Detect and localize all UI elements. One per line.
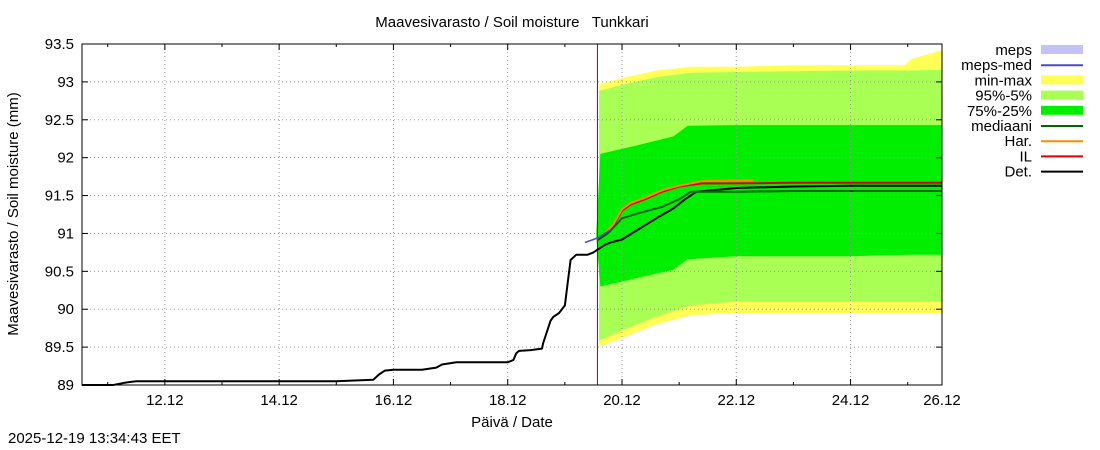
y-tick-label: 91.5 <box>45 188 74 205</box>
legend-swatch-75%-25% <box>1041 105 1083 115</box>
y-tick-label: 90.5 <box>45 263 74 280</box>
axes: 89 89.5 90 90.5 91 91.5 92 92.5 93 93.5 12.12 14.12… <box>45 36 961 409</box>
legend: mepsmeps-medmin-max95%-5%75%-25%mediaani… <box>961 42 1083 181</box>
y-tick-label: 92.5 <box>45 112 74 129</box>
legend-label-meps-med: meps-med <box>961 57 1032 74</box>
legend-label-min-max: min-max <box>974 72 1032 89</box>
legend-label-IL: IL <box>1019 148 1032 165</box>
legend-label-Har.: Har. <box>1004 133 1032 150</box>
y-tick-label: 91 <box>57 225 74 242</box>
x-tick-label: 12.12 <box>146 392 184 409</box>
timestamp-footer: 2025-12-19 13:34:43 EET <box>8 430 181 447</box>
y-tick-label: 89.5 <box>45 339 74 356</box>
legend-label-95%-5%: 95%-5% <box>975 88 1032 105</box>
chart-title: Maavesivarasto / Soil moisture Tunkkari <box>375 14 648 31</box>
series-lines <box>82 44 942 386</box>
x-tick-label: 14.12 <box>260 392 298 409</box>
y-tick-label: 92 <box>57 150 74 167</box>
plot-frame <box>81 43 943 386</box>
band-75%-25% <box>596 125 942 287</box>
x-axis-label: Päivä / Date <box>471 414 553 431</box>
legend-label-75%-25%: 75%-25% <box>967 103 1032 120</box>
legend-label-meps: meps <box>995 42 1032 59</box>
series-Har. <box>596 179 754 242</box>
forecast-bands <box>596 50 942 348</box>
legend-swatch-95%-5% <box>1041 90 1083 100</box>
x-tick-label: 22.12 <box>718 392 756 409</box>
x-tick-label: 20.12 <box>603 392 641 409</box>
y-axis-label: Maavesivarasto / Soil moisture (mm) <box>5 92 22 335</box>
series-IL <box>596 181 942 242</box>
series-mediaani <box>596 190 942 242</box>
grid <box>82 44 942 385</box>
y-tick-label: 93.5 <box>45 36 74 53</box>
y-tick-label: 93 <box>57 74 74 91</box>
series-Det. <box>82 184 942 386</box>
series-meps-med <box>584 229 612 244</box>
legend-label-Det.: Det. <box>1004 164 1032 181</box>
legend-swatch-meps <box>1041 45 1083 54</box>
y-tick-label: 89 <box>57 377 74 394</box>
legend-swatch-min-max <box>1041 75 1083 85</box>
x-tick-label: 16.12 <box>375 392 413 409</box>
x-tick-label: 18.12 <box>489 392 527 409</box>
legend-label-mediaani: mediaani <box>971 118 1032 135</box>
x-tick-label: 24.12 <box>832 392 870 409</box>
x-tick-label: 26.12 <box>923 392 961 409</box>
y-tick-label: 90 <box>57 301 74 318</box>
